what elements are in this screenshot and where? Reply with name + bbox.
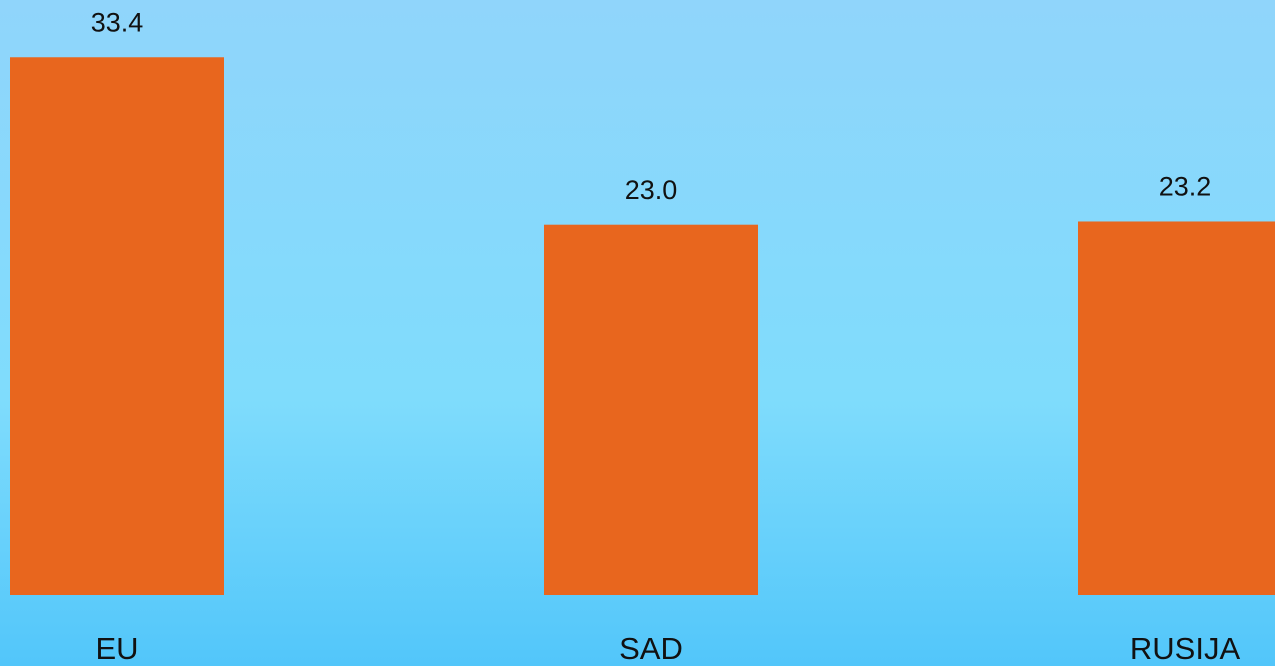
bar bbox=[1078, 221, 1275, 596]
value-label: 23.2 bbox=[1159, 172, 1212, 202]
value-label: 33.4 bbox=[91, 7, 144, 37]
value-label: 23.0 bbox=[625, 175, 678, 205]
x-tick-label: SAD bbox=[619, 631, 683, 666]
bar bbox=[10, 57, 224, 595]
x-tick-label: RUSIJA bbox=[1130, 631, 1241, 666]
x-tick-label: EU bbox=[95, 631, 138, 666]
bar bbox=[544, 224, 758, 595]
